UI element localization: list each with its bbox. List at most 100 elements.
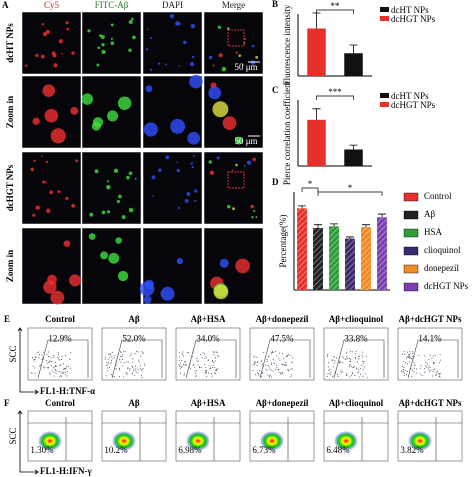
event-dot [291,362,293,364]
event-dot [121,356,123,358]
event-dot [268,376,270,378]
event-dot [358,355,360,357]
event-dot [336,373,338,375]
gate-percentage: 3.82% [400,445,424,455]
event-dot [68,365,70,367]
event-dot [362,361,364,363]
gate-percentage: 34.0% [196,334,220,344]
cell-signal [32,213,36,217]
cell-signal [158,168,162,173]
plot-title: Aβ+dcHGT NPs [399,314,462,324]
cell-signal [208,160,213,164]
cell-signal [160,286,175,301]
event-dot [424,368,426,370]
event-dot [212,351,214,353]
event-dot [269,374,271,376]
event-dot [339,361,341,363]
error-bar [312,108,321,120]
event-dot [120,361,122,363]
event-dot [414,364,416,366]
event-dot [46,354,48,356]
event-dot [291,368,293,370]
event-dot [354,358,356,360]
event-dot [213,352,215,354]
cell-signal [145,85,153,93]
cell-signal [100,251,109,260]
event-dot [354,356,356,358]
roi-box [227,29,245,47]
event-dot [122,365,124,367]
cell-signal [42,84,56,97]
event-dot [114,355,116,357]
density-cloud [186,431,210,451]
event-dot [334,362,336,364]
legend-label: donepezil [424,263,459,273]
micrograph [81,227,142,305]
event-dot [406,351,408,353]
cell-signal [87,29,91,33]
event-dot [254,363,256,365]
event-dot [55,361,57,363]
micrograph [21,151,82,225]
cell-signal [182,40,187,45]
event-dot [351,351,353,353]
cell-signal [110,41,115,46]
event-dot [286,354,288,356]
bar [307,28,326,76]
cell-signal [176,161,179,164]
event-dot [178,359,180,361]
event-dot [216,370,218,372]
event-dot [111,355,113,357]
event-dot [292,357,294,359]
legend-label: dcHT NPs [391,91,429,101]
cell-signal [209,170,215,175]
panel-label: F [4,398,10,408]
event-dot [69,367,71,369]
event-dot [327,366,329,368]
cell-signal [132,35,136,40]
error-bar [362,224,370,228]
significance-bracket [316,9,354,14]
micrograph [203,227,264,305]
cell-signal [222,116,237,130]
event-dot [179,372,181,374]
axis-arrow [17,410,39,475]
event-dot [38,357,40,359]
event-dot [409,355,411,357]
event-dot [412,369,414,371]
cell-signal [192,155,195,158]
event-dot [126,373,128,375]
event-dot [275,350,277,352]
event-dot [178,356,180,358]
cell-signal [235,51,239,54]
event-dot [53,375,55,377]
cell-signal [231,169,234,172]
cell-signal [143,122,158,137]
event-dot [263,351,265,353]
event-dot [214,367,216,369]
error-bar [312,12,321,29]
gate-percentage: 12.9% [48,334,72,344]
event-dot [328,362,330,364]
plot-title: Control [45,398,75,408]
event-dot [260,375,262,377]
cell-signal [106,184,111,190]
gate-percentage: 52.0% [122,334,146,344]
event-dot [193,351,195,353]
event-dot [185,364,187,366]
event-dot [327,356,329,358]
event-dot [326,376,328,378]
error-bar [314,224,322,228]
cell-signal [143,295,152,304]
event-dot [192,364,194,366]
event-dot [199,367,201,369]
legend-swatch [403,192,419,202]
event-dot [409,357,411,359]
event-dot [192,356,194,358]
event-dot [326,354,328,356]
cell-signal [66,27,70,31]
event-dot [414,365,416,367]
cell-signal [178,64,181,67]
event-dot [136,351,138,353]
event-dot [359,355,361,357]
